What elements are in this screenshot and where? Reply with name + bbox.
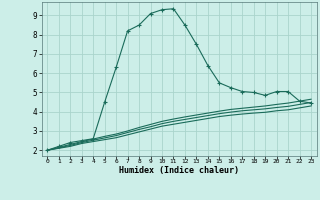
X-axis label: Humidex (Indice chaleur): Humidex (Indice chaleur) <box>119 166 239 175</box>
